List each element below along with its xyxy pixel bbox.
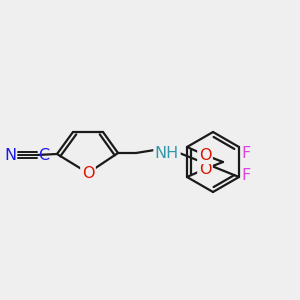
Text: O: O [199,161,211,176]
Text: NH: NH [155,146,179,161]
Text: N: N [4,148,16,163]
Text: F: F [241,169,250,184]
Text: O: O [82,166,94,181]
Text: F: F [241,146,250,161]
Text: O: O [199,148,211,163]
Text: C: C [38,148,49,163]
